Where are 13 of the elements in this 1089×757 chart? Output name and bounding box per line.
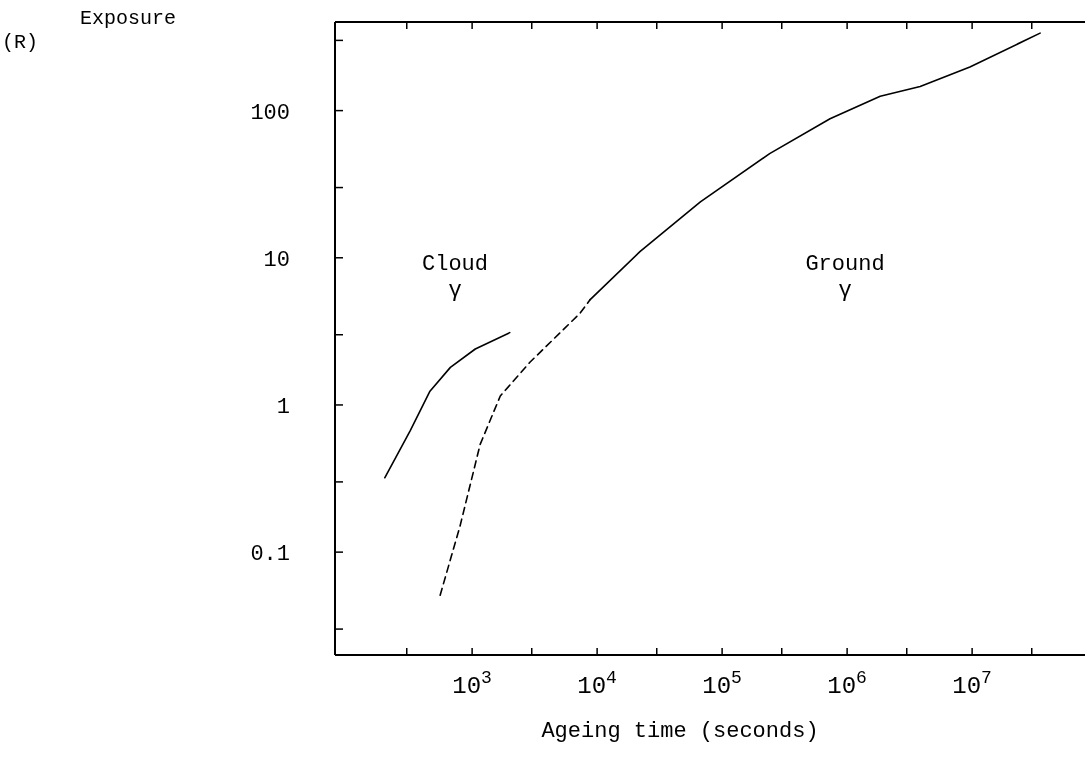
x-axis-title: Ageing time (seconds) [541, 719, 819, 744]
x-tick-label: 10$^{6}$ [827, 668, 867, 700]
x-tick-label: 10$^{3}$ [452, 668, 492, 700]
x-tick-label: 10$^{4}$ [577, 668, 617, 700]
x-tick-label: 10$^{5}$ [702, 668, 742, 700]
x-tick-label: 10$^{7}$ [952, 668, 992, 700]
text: Exposure (R) [2, 7, 177, 54]
annotation: Cloud γ [421, 252, 489, 303]
annotation: Ground γ [805, 252, 885, 303]
y-tick-label: 1 [276, 394, 290, 420]
y-tick-label: 100 [250, 100, 290, 126]
y-tick-label: 0.1 [250, 542, 290, 568]
y-tick-label: 10 [263, 247, 290, 273]
